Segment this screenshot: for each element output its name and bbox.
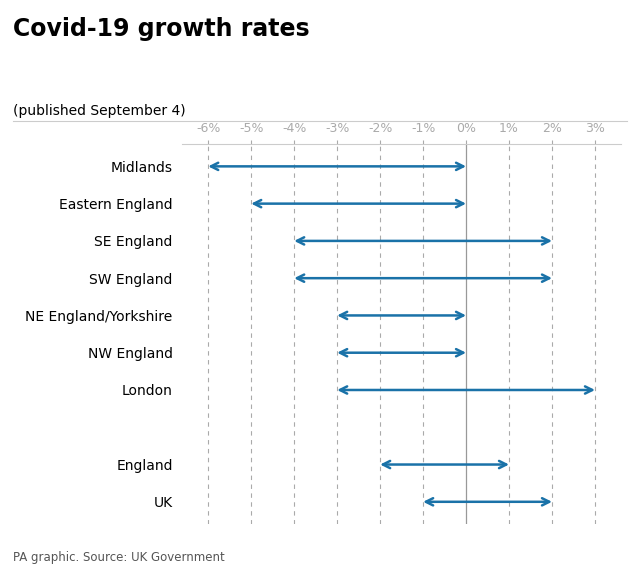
Text: (published September 4): (published September 4) — [13, 104, 186, 118]
Text: Covid-19 growth rates: Covid-19 growth rates — [13, 17, 309, 41]
Text: PA graphic. Source: UK Government: PA graphic. Source: UK Government — [13, 551, 225, 564]
